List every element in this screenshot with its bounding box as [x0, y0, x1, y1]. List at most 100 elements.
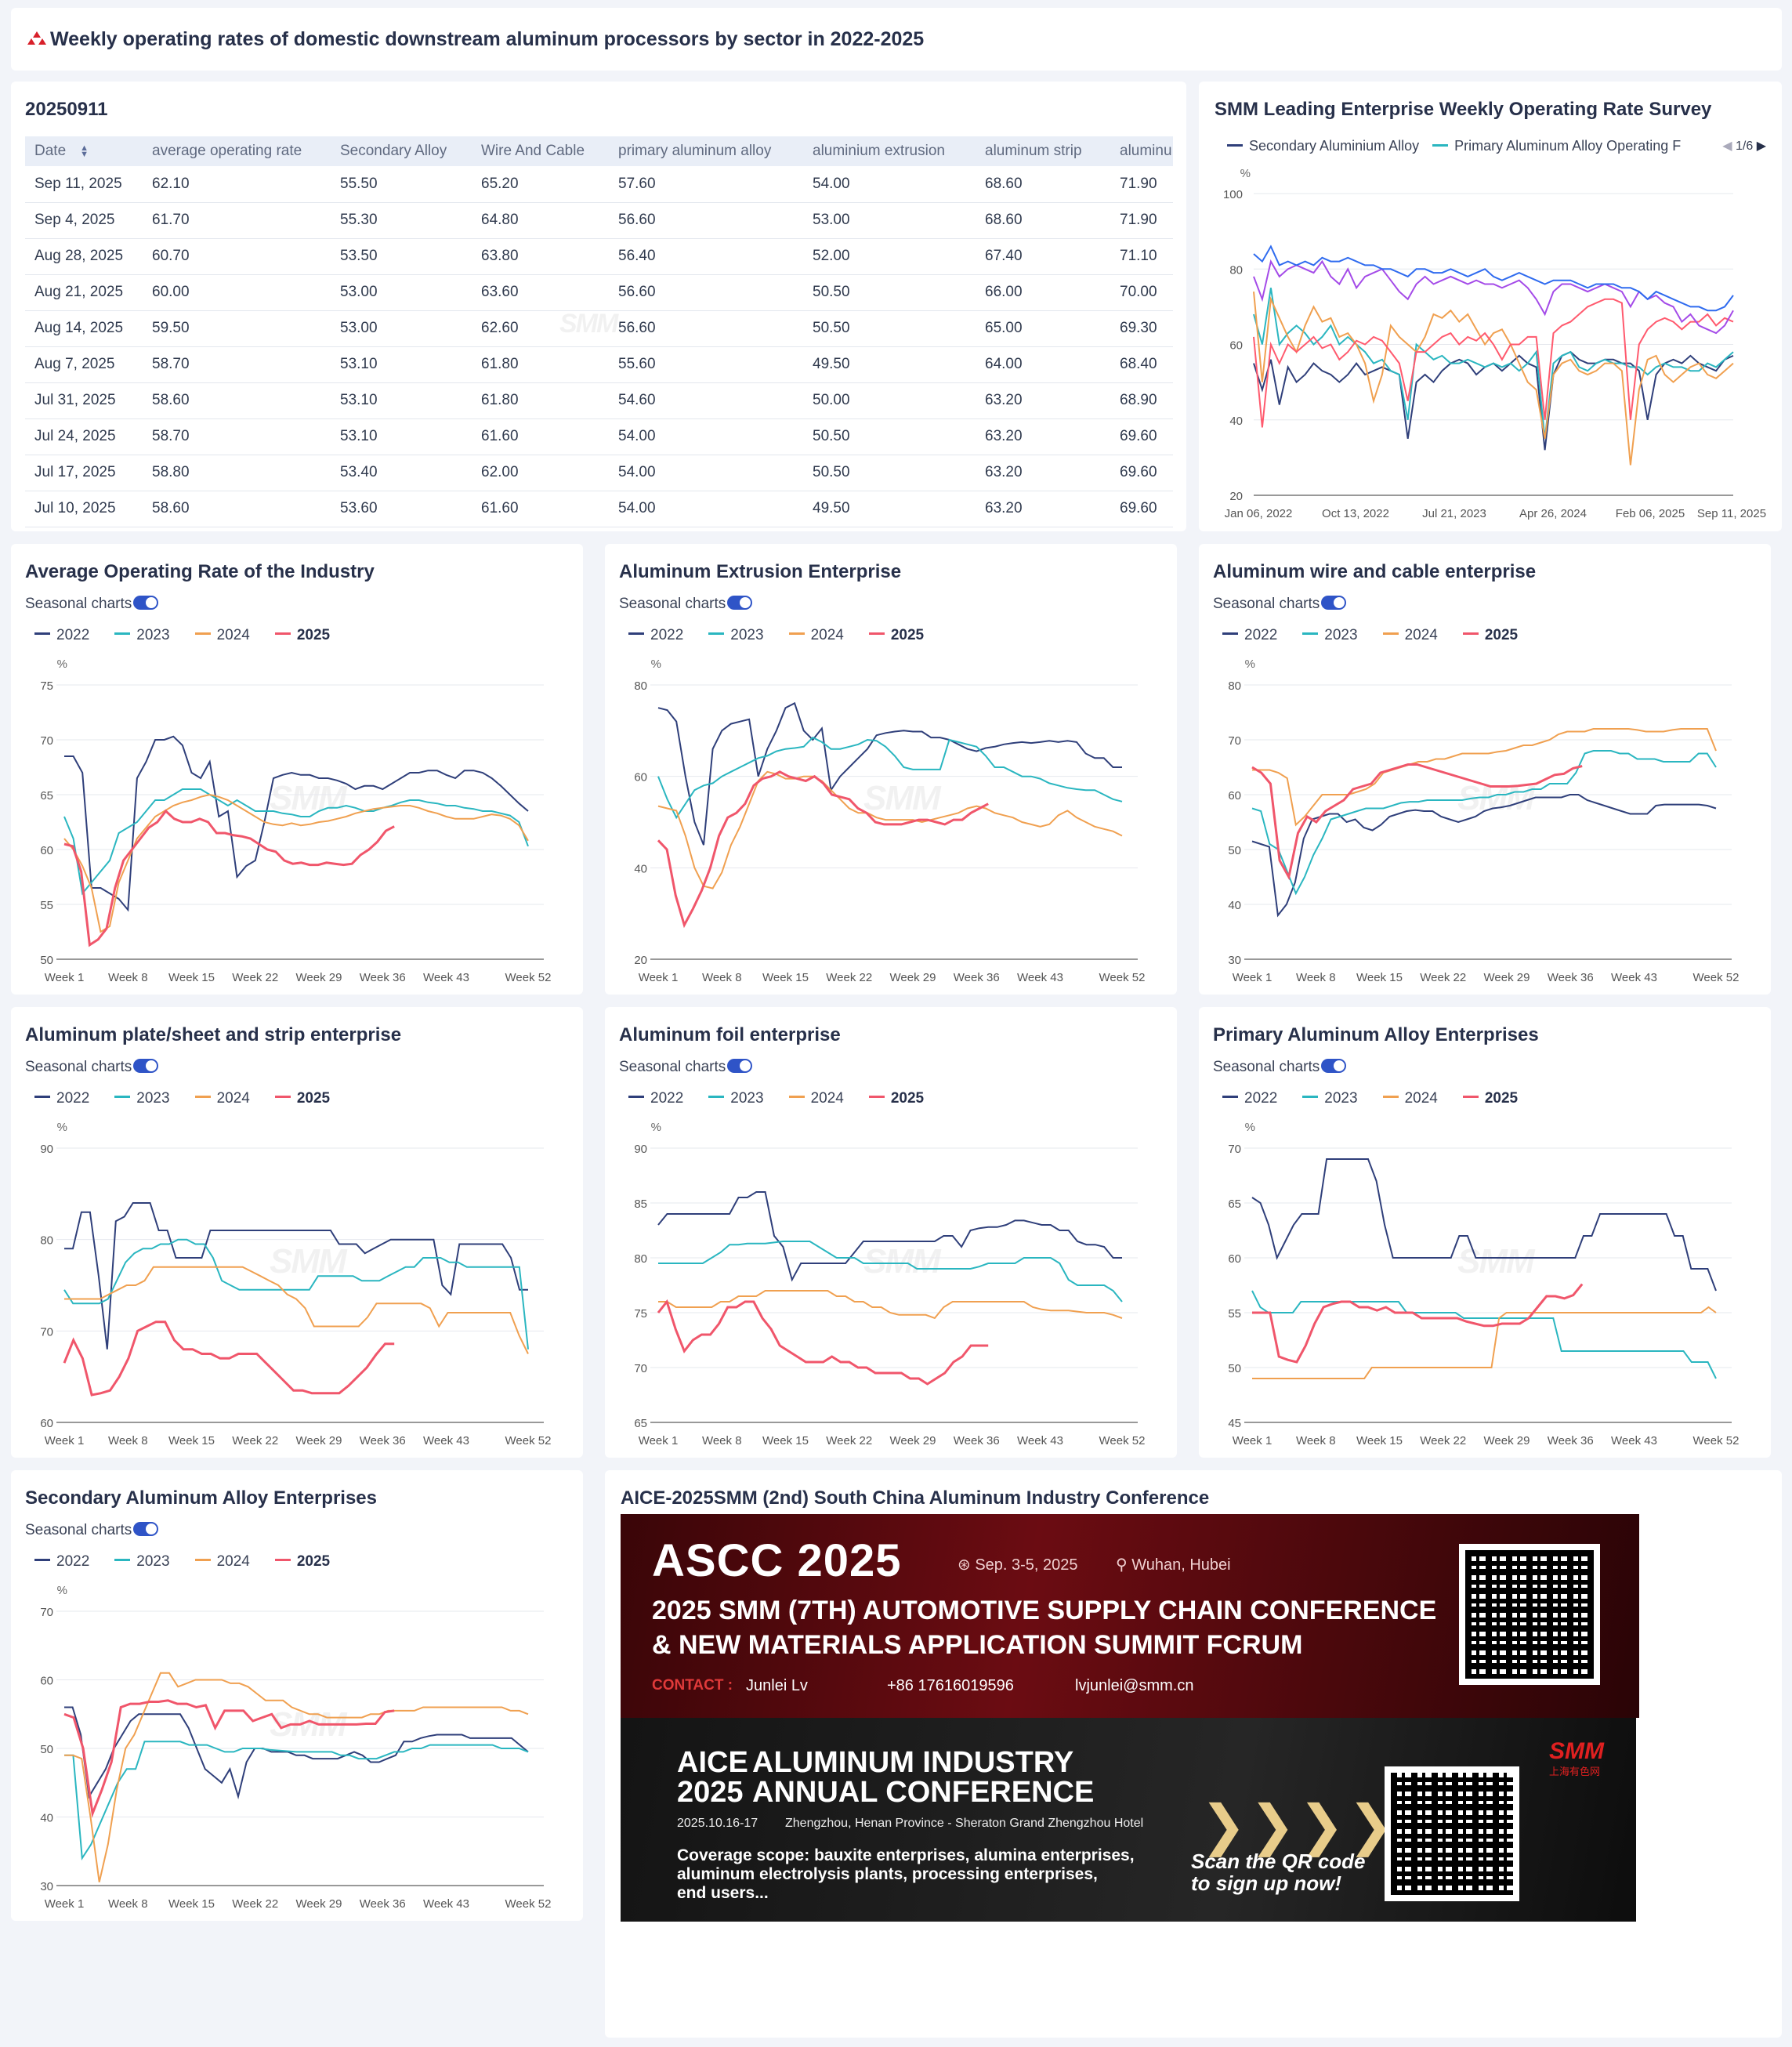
legend-item-2023[interactable]: 2023: [1302, 1090, 1370, 1107]
legend-item-2023[interactable]: 2023: [114, 1553, 182, 1570]
y-tick-label: 50: [1228, 1362, 1241, 1375]
seasonal-toggle[interactable]: Seasonal charts: [1213, 1058, 1347, 1076]
x-tick-label: Week 1: [1233, 971, 1273, 984]
column-header[interactable]: aluminium extrusion: [803, 136, 976, 166]
table-cell: 67.40: [976, 238, 1110, 275]
table-cell: Aug 21, 2025: [25, 274, 143, 311]
year-legend[interactable]: 2022 2023 2024 2025: [628, 627, 936, 644]
y-tick-label: 75: [634, 1307, 647, 1321]
toggle-switch[interactable]: [727, 1058, 753, 1073]
legend-item-2025[interactable]: 2025: [1462, 627, 1518, 643]
legend-item-2023[interactable]: 2023: [114, 1090, 182, 1107]
column-header[interactable]: average operating rate: [143, 136, 331, 166]
column-header[interactable]: primary aluminum alloy: [609, 136, 803, 166]
table-cell: 60.00: [143, 274, 331, 311]
table-row: Aug 28, 2025 60.70 53.50 63.80 56.40 52.00 67.…: [25, 238, 1173, 275]
column-header-label: Wire And Cable: [481, 143, 585, 159]
x-tick-label: Week 43: [423, 1897, 469, 1911]
legend-item-2025[interactable]: 2025: [1462, 1090, 1518, 1107]
legend-item-2024[interactable]: 2024: [788, 627, 856, 643]
sort-icon[interactable]: ▲ ▼: [80, 143, 89, 159]
year-legend[interactable]: 2022 2023 2024 2025: [34, 627, 342, 644]
seasonal-toggle[interactable]: Seasonal charts: [25, 1521, 159, 1539]
legend-item-2025[interactable]: 2025: [274, 1090, 330, 1107]
toggle-switch[interactable]: [133, 1058, 159, 1073]
legend-label: 2023: [136, 1090, 170, 1107]
year-legend[interactable]: 2022 2023 2024 2025: [34, 1090, 342, 1107]
legend-item-2023[interactable]: 2023: [1302, 627, 1370, 643]
legend-item-2025[interactable]: 2025: [274, 627, 330, 643]
aice-scope3: end users...: [677, 1884, 769, 1902]
table-cell: 65.00: [976, 310, 1110, 347]
series-line-2025: [657, 770, 989, 929]
legend-item-2022[interactable]: 2022: [628, 1090, 696, 1107]
legend-item-2023[interactable]: 2023: [708, 627, 776, 643]
seasonal-toggle[interactable]: Seasonal charts: [25, 1058, 159, 1076]
legend-label: 2023: [730, 1090, 764, 1107]
seasonal-toggle[interactable]: Seasonal charts: [1213, 595, 1347, 613]
legend-label: 2022: [1244, 627, 1278, 643]
column-header[interactable]: Date ▲ ▼: [25, 136, 143, 166]
legend-item-2024[interactable]: 2024: [194, 1090, 262, 1107]
legend-item-2022[interactable]: 2022: [34, 1090, 102, 1107]
smm-watermark: SMM: [1457, 1242, 1535, 1281]
chart-card-wire: Aluminum wire and cable enterprise Season…: [1199, 544, 1771, 995]
toggle-switch[interactable]: [727, 595, 753, 610]
legend-item-2023[interactable]: 2023: [708, 1090, 776, 1107]
toggle-switch[interactable]: [133, 595, 159, 610]
table-cell: 59.50: [143, 310, 331, 347]
x-tick-label: Apr 26, 2024: [1519, 507, 1587, 520]
next-page-icon[interactable]: ▶: [1756, 139, 1766, 153]
chart-title: Average Operating Rate of the Industry: [25, 561, 375, 582]
legend-label: 2024: [1404, 1090, 1438, 1107]
legend-item-2025[interactable]: 2025: [868, 1090, 924, 1107]
toggle-switch[interactable]: [1321, 595, 1347, 610]
legend-item-2023[interactable]: 2023: [114, 627, 182, 643]
legend-label: 2023: [136, 627, 170, 643]
column-header[interactable]: Secondary Alloy: [331, 136, 472, 166]
legend-item-2024[interactable]: 2024: [194, 627, 262, 643]
table-cell: 54.00: [609, 491, 803, 527]
seasonal-toggle[interactable]: Seasonal charts: [619, 1058, 753, 1076]
column-header[interactable]: aluminu: [1110, 136, 1173, 166]
series-line-2024: [1252, 1306, 1717, 1379]
table-cell: 70.00: [1110, 274, 1173, 311]
x-tick-label: Week 43: [423, 1434, 469, 1447]
legend-item-2022[interactable]: 2022: [628, 627, 696, 643]
legend-item-2022[interactable]: 2022: [34, 1553, 102, 1570]
seasonal-toggle[interactable]: Seasonal charts: [619, 595, 753, 613]
legend-item-2025[interactable]: 2025: [274, 1553, 330, 1570]
x-tick-label: Week 15: [168, 971, 215, 984]
legend-item-2022[interactable]: 2022: [1222, 1090, 1290, 1107]
legend-secondary-alloy[interactable]: Secondary Aluminium Alloy: [1227, 138, 1419, 154]
table-cell: 53.00: [331, 274, 472, 311]
ascc-banner[interactable]: ASCC 2025 ⊛ Sep. 3-5, 2025 ⚲ Wuhan, Hube…: [621, 1514, 1639, 1718]
toggle-switch[interactable]: [133, 1521, 159, 1536]
toggle-switch[interactable]: [1321, 1058, 1347, 1073]
legend-item-2022[interactable]: 2022: [34, 627, 102, 643]
table-scroll[interactable]: Date ▲ ▼ average operating rate Secondary Al…: [25, 136, 1185, 528]
legend-label: 2022: [56, 1553, 90, 1570]
prev-page-icon[interactable]: ◀: [1722, 139, 1732, 153]
year-legend[interactable]: 2022 2023 2024 2025: [628, 1090, 936, 1107]
seasonal-line-chart: % 20 40 60 80 Week 1 Week 8 Week 15 Week 22 Week …: [634, 658, 1145, 984]
legend-item-2024[interactable]: 2024: [194, 1553, 262, 1570]
legend-item-2024[interactable]: 2024: [1382, 1090, 1450, 1107]
legend-primary-alloy[interactable]: Primary Aluminum Alloy Operating F: [1432, 138, 1681, 154]
year-legend[interactable]: 2022 2023 2024 2025: [34, 1553, 342, 1571]
x-tick-label: Oct 13, 2022: [1322, 507, 1389, 520]
legend-item-2025[interactable]: 2025: [868, 627, 924, 643]
column-header[interactable]: aluminum strip: [976, 136, 1110, 166]
page-title: Weekly operating rates of domestic downs…: [50, 28, 925, 50]
aice-banner[interactable]: AICE 2025 ALUMINUM INDUSTRY ANNUAL CONFE…: [621, 1718, 1636, 1922]
seasonal-toggle[interactable]: Seasonal charts: [25, 595, 159, 613]
column-header[interactable]: Wire And Cable: [472, 136, 609, 166]
legend-item-2024[interactable]: 2024: [788, 1090, 856, 1107]
survey-legend[interactable]: Secondary Aluminium Alloy Primary Alumin…: [1227, 138, 1744, 154]
legend-item-2024[interactable]: 2024: [1382, 627, 1450, 643]
year-legend[interactable]: 2022 2023 2024 2025: [1222, 1090, 1530, 1107]
aice-scope2: aluminum electrolysis plants, processing…: [677, 1865, 1098, 1883]
year-legend[interactable]: 2022 2023 2024 2025: [1222, 627, 1530, 644]
legend-label: 2022: [56, 627, 90, 643]
legend-item-2022[interactable]: 2022: [1222, 627, 1290, 643]
